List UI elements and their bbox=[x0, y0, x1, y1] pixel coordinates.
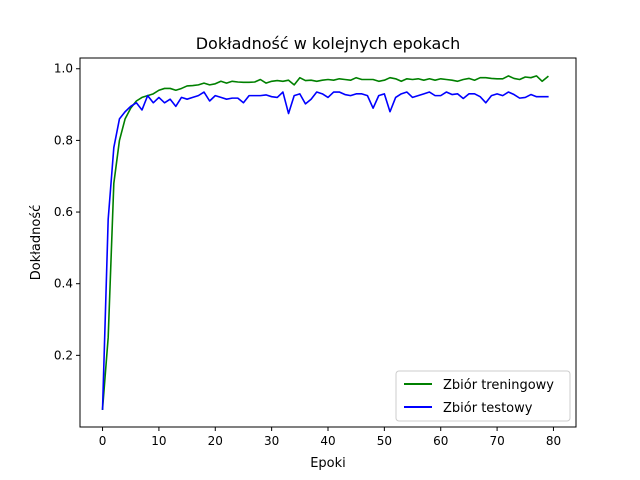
x-tick-label: 50 bbox=[377, 434, 392, 448]
y-tick-label: 0.6 bbox=[54, 205, 73, 219]
y-axis-label: Dokładność bbox=[29, 205, 44, 281]
x-tick-label: 80 bbox=[546, 434, 561, 448]
x-tick-label: 70 bbox=[489, 434, 504, 448]
legend: Zbiór treningowy Zbiór testowy bbox=[395, 370, 571, 422]
x-axis-label: Epoki bbox=[310, 456, 346, 471]
x-tick-label: 30 bbox=[264, 434, 279, 448]
axis-ticks: 0 10 20 30 40 50 60 70 80 0.2 0.4 0.6 0.8 1.0 bbox=[54, 62, 561, 448]
x-tick-label: 0 bbox=[99, 434, 107, 448]
x-tick-label: 10 bbox=[151, 434, 166, 448]
plot-frame bbox=[79, 57, 577, 428]
y-tick-label: 1.0 bbox=[54, 62, 73, 76]
x-tick-label: 20 bbox=[208, 434, 223, 448]
x-tick-label: 40 bbox=[320, 434, 335, 448]
legend-label-train: Zbiór treningowy bbox=[443, 378, 554, 393]
series-line-test bbox=[101, 91, 549, 410]
y-tick-label: 0.2 bbox=[54, 348, 73, 362]
y-tick-label: 0.4 bbox=[54, 277, 73, 291]
series-line-train bbox=[101, 75, 549, 410]
chart-title: Dokładność w kolejnych epokach bbox=[196, 34, 461, 53]
x-tick-label: 60 bbox=[433, 434, 448, 448]
legend-box bbox=[395, 370, 571, 422]
series-lines bbox=[101, 75, 549, 410]
legend-label-test: Zbiór testowy bbox=[443, 401, 533, 416]
y-tick-label: 0.8 bbox=[54, 133, 73, 147]
